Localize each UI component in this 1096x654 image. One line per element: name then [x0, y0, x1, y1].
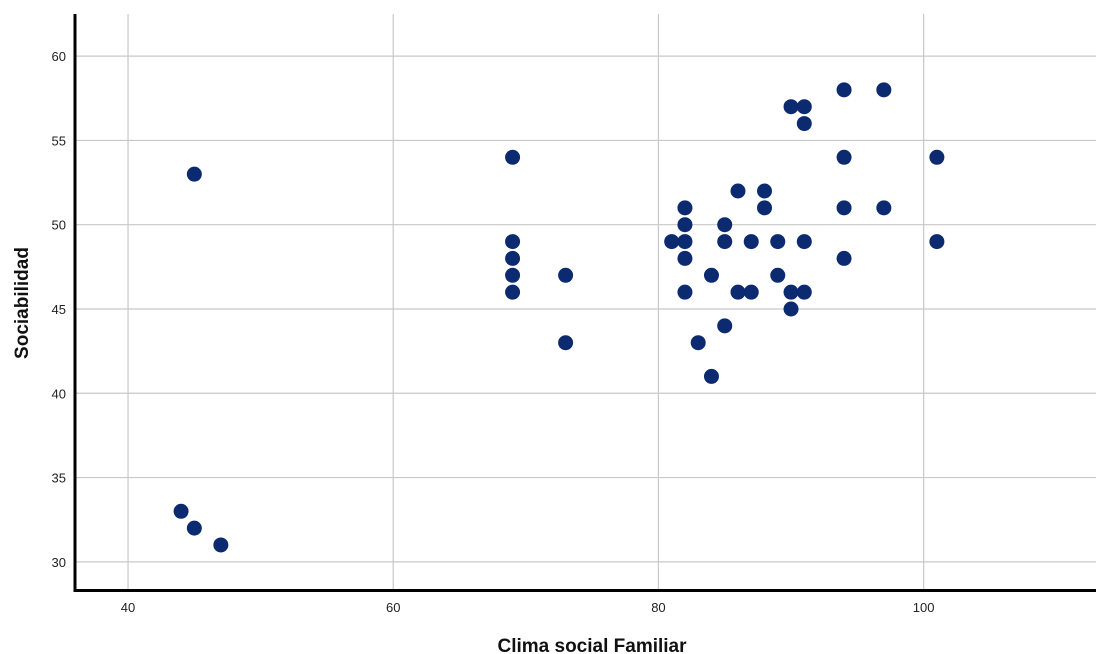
y-tick-label: 40	[52, 386, 66, 401]
y-tick-label: 50	[52, 218, 66, 233]
data-point	[876, 200, 892, 216]
x-tick-label: 80	[651, 600, 665, 615]
data-point	[730, 284, 746, 300]
x-tick-label: 60	[386, 600, 400, 615]
data-point	[929, 234, 945, 250]
data-point	[743, 234, 759, 250]
data-point	[186, 520, 202, 536]
data-point	[717, 318, 733, 334]
y-tick-label: 60	[52, 49, 66, 64]
data-point	[664, 234, 680, 250]
data-point	[677, 234, 693, 250]
data-point	[836, 82, 852, 98]
y-tick-label: 55	[52, 133, 66, 148]
axes	[73, 14, 1096, 592]
data-point	[717, 217, 733, 233]
data-point	[836, 200, 852, 216]
data-point	[796, 234, 812, 250]
y-tick-label: 45	[52, 302, 66, 317]
y-axis-title: Sociabilidad	[12, 247, 33, 359]
data-point	[505, 284, 521, 300]
x-tick-label: 100	[913, 600, 935, 615]
data-point	[783, 301, 799, 317]
data-point	[703, 267, 719, 283]
data-point	[730, 183, 746, 199]
data-point	[558, 267, 574, 283]
data-point	[677, 284, 693, 300]
data-point	[505, 250, 521, 266]
data-point	[770, 267, 786, 283]
x-tick-labels: 40 60 80 100	[121, 600, 935, 615]
data-point	[757, 200, 773, 216]
grid-lines	[75, 14, 1096, 591]
data-point	[796, 116, 812, 132]
data-point	[558, 335, 574, 351]
data-point	[677, 250, 693, 266]
x-tick-label: 40	[121, 600, 135, 615]
data-points	[173, 82, 945, 553]
data-point	[796, 99, 812, 115]
y-tick-label: 30	[52, 555, 66, 570]
data-point	[677, 200, 693, 216]
data-point	[717, 234, 733, 250]
data-point	[505, 267, 521, 283]
data-point	[836, 250, 852, 266]
data-point	[677, 217, 693, 233]
data-point	[836, 149, 852, 165]
data-point	[173, 503, 189, 519]
data-point	[505, 149, 521, 165]
y-tick-label: 35	[52, 471, 66, 486]
data-point	[186, 166, 202, 182]
x-axis-title: Clima social Familiar	[497, 636, 687, 654]
data-point	[757, 183, 773, 199]
data-point	[770, 234, 786, 250]
data-point	[505, 234, 521, 250]
data-point	[690, 335, 706, 351]
data-point	[929, 149, 945, 165]
data-point	[783, 99, 799, 115]
data-point	[213, 537, 229, 553]
data-point	[876, 82, 892, 98]
data-point	[796, 284, 812, 300]
data-point	[783, 284, 799, 300]
data-point	[743, 284, 759, 300]
data-point	[703, 368, 719, 384]
y-tick-labels: 30 35 40 45 50 55 60	[52, 49, 66, 570]
